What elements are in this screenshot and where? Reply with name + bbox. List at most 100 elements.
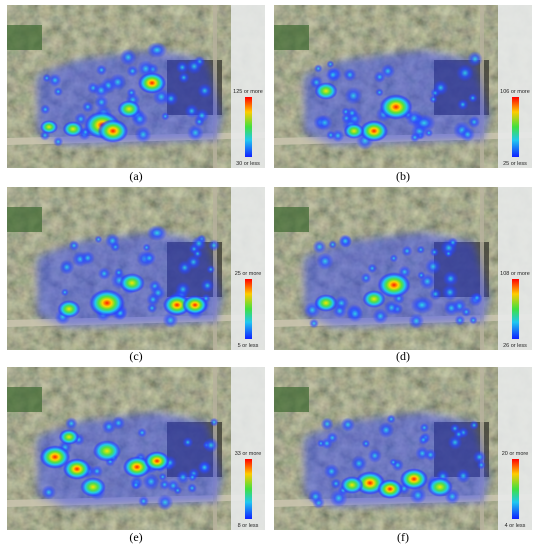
green-field bbox=[274, 207, 309, 232]
heat-spot bbox=[94, 235, 103, 244]
panel: 33 or more 8 or less bbox=[7, 367, 265, 530]
panel-caption: (d) bbox=[396, 349, 410, 363]
heat-spot bbox=[161, 112, 170, 121]
legend-max-label: 25 or more bbox=[235, 271, 262, 277]
heat-spot bbox=[443, 300, 460, 316]
heat-spot bbox=[338, 234, 353, 248]
green-field bbox=[7, 25, 42, 50]
heat-spot bbox=[361, 439, 371, 448]
heat-spot bbox=[472, 450, 487, 464]
heat-spot bbox=[119, 273, 145, 293]
heat-spot bbox=[81, 101, 94, 113]
heat-spot bbox=[416, 245, 426, 254]
heat-spot bbox=[142, 243, 151, 252]
heat-spot bbox=[40, 104, 51, 115]
heat-spot bbox=[90, 465, 104, 478]
heat-spot bbox=[389, 458, 398, 467]
heat-spot bbox=[138, 495, 150, 507]
heat-spot bbox=[39, 445, 71, 469]
heat-spot bbox=[92, 440, 122, 462]
heat-spot bbox=[409, 486, 427, 504]
heat-spot bbox=[175, 60, 189, 74]
legend-max-label: 108 or more bbox=[500, 271, 530, 277]
legend-bar bbox=[512, 459, 519, 519]
heat-spot bbox=[193, 116, 205, 128]
heat-spot bbox=[469, 420, 479, 431]
heat-spot bbox=[131, 480, 141, 490]
heat-spot bbox=[94, 95, 109, 110]
heat-spot bbox=[429, 247, 439, 257]
heat-spot bbox=[316, 252, 334, 270]
heat-spot bbox=[359, 120, 389, 142]
heat-spot bbox=[41, 485, 57, 500]
heat-spot bbox=[142, 251, 157, 265]
heat-spot bbox=[192, 248, 203, 259]
heat-spot bbox=[346, 305, 364, 323]
heat-spot bbox=[442, 270, 459, 287]
heat-spot bbox=[59, 259, 75, 275]
heat-spot bbox=[163, 91, 179, 106]
panel-caption: (a) bbox=[129, 169, 142, 183]
heat-spot bbox=[209, 417, 219, 427]
heat-spot bbox=[314, 82, 338, 100]
heat-spot bbox=[197, 460, 212, 475]
heat-spot bbox=[80, 477, 106, 497]
green-field bbox=[274, 387, 309, 412]
heat-spot bbox=[80, 250, 95, 266]
green-field bbox=[7, 387, 42, 412]
legend-bar bbox=[512, 279, 519, 339]
heat-spot bbox=[325, 67, 340, 82]
heat-spot bbox=[468, 115, 481, 129]
legend-min-label: 25 or less bbox=[503, 161, 527, 167]
heat-spot bbox=[419, 422, 430, 433]
heat-spot bbox=[111, 416, 126, 430]
legend-max-label: 106 or more bbox=[500, 89, 530, 95]
heat-spot bbox=[326, 60, 335, 69]
heat-spot bbox=[177, 260, 193, 276]
heat-spot bbox=[158, 472, 167, 482]
heat-spot bbox=[93, 82, 110, 99]
heat-spot bbox=[454, 314, 466, 326]
heat-spot bbox=[372, 308, 389, 325]
heat-spot bbox=[379, 94, 413, 120]
legend-min-label: 8 or less bbox=[238, 523, 259, 529]
heat-spot bbox=[60, 288, 69, 297]
heat-spot bbox=[441, 284, 459, 301]
panel-caption: (c) bbox=[129, 349, 142, 363]
heat-spot bbox=[316, 114, 333, 131]
heat-spot bbox=[64, 417, 78, 430]
heat-spot bbox=[62, 121, 84, 137]
road-vertical bbox=[480, 5, 484, 168]
heat-spot bbox=[331, 129, 345, 143]
heat-spot bbox=[53, 136, 64, 147]
road-vertical bbox=[480, 187, 484, 350]
heat-spot bbox=[113, 267, 124, 278]
heat-spot bbox=[375, 88, 384, 97]
legend-bar bbox=[512, 97, 519, 157]
heat-spot bbox=[471, 292, 483, 304]
heat-spot bbox=[206, 265, 216, 274]
heat-spot bbox=[367, 448, 382, 463]
heat-spot bbox=[184, 103, 199, 119]
heat-spot bbox=[173, 486, 183, 495]
heat-spot bbox=[134, 126, 152, 143]
legend-min-label: 4 or less bbox=[505, 523, 526, 529]
heat-spot bbox=[313, 64, 323, 73]
heat-spot bbox=[117, 100, 141, 118]
legend-max-label: 20 or more bbox=[502, 451, 529, 457]
heat-spot bbox=[457, 98, 469, 111]
heat-spot bbox=[182, 295, 208, 315]
panel: 106 or more 25 or less bbox=[274, 5, 532, 168]
heat-spot bbox=[97, 119, 129, 143]
heat-spot bbox=[53, 86, 63, 97]
panel-caption: (f) bbox=[397, 530, 409, 544]
heat-spot bbox=[105, 233, 120, 249]
heat-spot bbox=[177, 71, 190, 84]
heat-spot bbox=[401, 245, 413, 257]
heat-spot bbox=[410, 296, 434, 314]
heat-spot bbox=[312, 239, 327, 254]
heat-spot bbox=[350, 455, 368, 472]
heat-spot bbox=[424, 258, 442, 275]
panel-caption: (b) bbox=[396, 169, 410, 183]
